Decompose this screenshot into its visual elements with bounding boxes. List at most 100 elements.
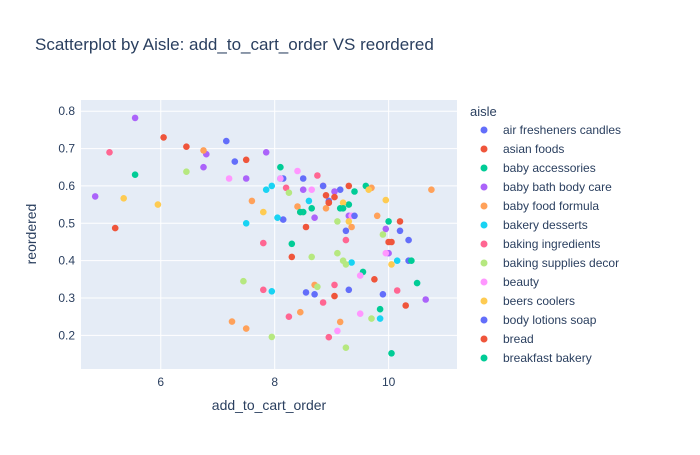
data-point[interactable]	[314, 172, 321, 179]
data-point[interactable]	[385, 218, 392, 225]
data-point[interactable]	[371, 276, 378, 283]
data-point[interactable]	[322, 205, 330, 212]
data-point[interactable]	[382, 249, 390, 257]
data-point[interactable]	[339, 205, 347, 212]
data-point[interactable]	[183, 143, 190, 150]
data-point[interactable]	[223, 137, 230, 145]
data-point[interactable]	[422, 296, 430, 303]
data-point[interactable]	[305, 197, 313, 205]
data-point[interactable]	[297, 308, 304, 316]
data-point[interactable]	[345, 286, 353, 294]
data-point[interactable]	[348, 259, 355, 266]
data-point[interactable]	[319, 299, 327, 306]
data-point[interactable]	[262, 186, 270, 193]
data-point[interactable]	[282, 184, 290, 192]
data-point[interactable]	[294, 203, 301, 210]
legend-item[interactable]: baby bath body care	[480, 180, 613, 194]
data-point[interactable]	[106, 149, 113, 156]
data-point[interactable]	[277, 175, 284, 182]
data-point[interactable]	[231, 158, 239, 165]
data-point[interactable]	[91, 193, 99, 200]
data-point[interactable]	[311, 291, 318, 298]
data-point[interactable]	[299, 186, 307, 193]
data-point[interactable]	[268, 288, 276, 295]
data-point[interactable]	[342, 344, 350, 352]
legend-item[interactable]: beers coolers	[480, 294, 576, 308]
data-point[interactable]	[408, 257, 415, 265]
data-point[interactable]	[308, 205, 316, 212]
data-point[interactable]	[325, 333, 333, 341]
data-point[interactable]	[308, 186, 316, 193]
legend-item[interactable]: bakery desserts	[480, 218, 588, 232]
legend-items[interactable]: air fresheners candles asian foods baby ac…	[480, 123, 622, 365]
data-point[interactable]	[393, 287, 401, 294]
data-point[interactable]	[131, 171, 139, 178]
data-point[interactable]	[339, 199, 347, 206]
data-point[interactable]	[379, 231, 387, 238]
data-point[interactable]	[339, 257, 347, 265]
data-points[interactable]	[91, 114, 435, 357]
data-point[interactable]	[342, 227, 350, 235]
data-point[interactable]	[288, 240, 296, 248]
data-point[interactable]	[351, 188, 358, 195]
data-point[interactable]	[334, 218, 341, 225]
data-point[interactable]	[225, 175, 233, 182]
data-point[interactable]	[428, 186, 435, 193]
data-point[interactable]	[388, 238, 395, 246]
data-point[interactable]	[111, 224, 119, 232]
data-point[interactable]	[345, 218, 353, 225]
data-point[interactable]	[274, 214, 281, 221]
data-point[interactable]	[388, 350, 395, 357]
data-point[interactable]	[373, 212, 381, 220]
data-point[interactable]	[262, 149, 270, 156]
data-point[interactable]	[382, 225, 390, 233]
data-point[interactable]	[402, 302, 410, 309]
data-point[interactable]	[297, 208, 304, 216]
data-point[interactable]	[322, 192, 330, 199]
legend-item[interactable]: bread	[480, 332, 534, 346]
data-point[interactable]	[277, 163, 284, 171]
data-point[interactable]	[299, 175, 307, 182]
data-point[interactable]	[319, 182, 327, 190]
legend-item[interactable]: baby accessories	[480, 161, 596, 175]
legend-item[interactable]: air fresheners candles	[480, 123, 622, 137]
data-point[interactable]	[396, 227, 404, 235]
data-point[interactable]	[331, 281, 338, 289]
data-point[interactable]	[376, 315, 384, 322]
data-point[interactable]	[200, 147, 207, 154]
data-point[interactable]	[334, 327, 341, 335]
data-point[interactable]	[268, 182, 276, 190]
data-point[interactable]	[368, 315, 375, 322]
data-point[interactable]	[334, 249, 341, 257]
data-point[interactable]	[376, 305, 384, 313]
data-point[interactable]	[268, 333, 276, 341]
data-point[interactable]	[120, 195, 127, 202]
data-point[interactable]	[413, 279, 421, 287]
data-point[interactable]	[336, 186, 344, 193]
data-point[interactable]	[382, 196, 390, 204]
legend-item[interactable]: beauty	[480, 275, 540, 289]
legend-item[interactable]: breakfast bakery	[480, 351, 592, 365]
data-point[interactable]	[345, 182, 353, 190]
data-point[interactable]	[154, 201, 162, 208]
data-point[interactable]	[242, 325, 250, 332]
data-point[interactable]	[388, 261, 395, 268]
data-point[interactable]	[288, 253, 296, 261]
data-point[interactable]	[160, 134, 167, 141]
data-point[interactable]	[294, 167, 301, 175]
data-point[interactable]	[345, 201, 353, 208]
legend-item[interactable]: baking ingredients	[480, 237, 601, 251]
data-point[interactable]	[285, 313, 293, 321]
data-point[interactable]	[260, 286, 267, 294]
data-point[interactable]	[365, 186, 373, 193]
data-point[interactable]	[302, 289, 310, 296]
data-point[interactable]	[331, 292, 338, 300]
data-point[interactable]	[302, 223, 310, 231]
data-point[interactable]	[279, 216, 287, 223]
data-point[interactable]	[260, 208, 267, 216]
data-point[interactable]	[311, 214, 318, 221]
data-point[interactable]	[200, 163, 207, 171]
data-point[interactable]	[228, 318, 236, 325]
data-point[interactable]	[242, 175, 250, 182]
data-point[interactable]	[405, 236, 412, 244]
